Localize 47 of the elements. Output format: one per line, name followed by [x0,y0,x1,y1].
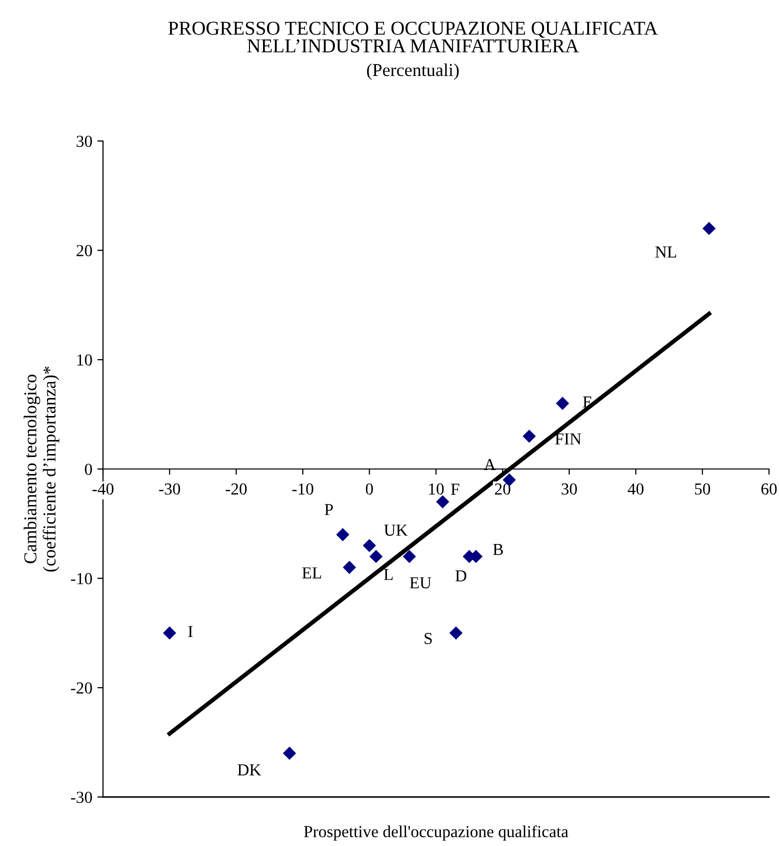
x-tick-label: 40 [628,483,644,495]
x-tick-label: 60 [761,483,777,495]
y-tick-label: -20 [70,682,92,694]
chart-title: PROGRESSO TECNICO E OCCUPAZIONE QUALIFICATA NELL’INDUSTRIA MANIFATTURIERA [168,22,658,52]
point [336,528,350,542]
y-tick-label: -30 [70,792,92,803]
chart-subtitle: (Percentuali) [367,63,459,80]
point [402,550,416,564]
annotation: UK [384,524,408,536]
x-axis-title: Prospettive dell'occupazione qualificata [304,825,568,841]
annotation: FIN [555,433,582,444]
x-tick-label: -10 [292,483,314,495]
x-tick-label: -20 [226,483,247,495]
point [449,626,463,640]
x-tick-label: 20 [495,483,510,495]
point [522,430,536,443]
x-tick-label: -30 [159,483,180,495]
y-tick-label: 20 [76,245,92,256]
annotation: EL [302,567,322,578]
annotation: B [493,544,503,555]
y-tick-label: 0 [84,464,92,475]
annotation: EU [410,577,432,588]
annotation: DK [238,764,262,776]
annotation: NL [655,246,676,258]
y-axis-title: Cambiamento tecnologico (coefficiente d’importanza)* [24,366,60,572]
annotation: P [324,504,333,515]
annotation: I [188,626,193,638]
point [362,538,376,552]
annotation: S [424,632,432,644]
y-tick-label: 10 [77,354,92,366]
y-tick-label: 30 [76,136,92,147]
x-tick-label: 0 [366,483,373,495]
x-tick-label: -40 [92,483,114,495]
point [282,746,296,760]
annotation: F [451,484,460,495]
x-tick-label: 30 [562,483,577,495]
annotation: D [455,570,466,582]
x-tick-label: 10 [429,483,444,495]
point [369,550,383,564]
point [702,222,716,236]
point [342,560,356,574]
point [556,396,570,410]
annotation: L [384,569,393,580]
point [436,495,450,508]
point [163,626,176,640]
y-tick-label: -10 [70,573,92,584]
x-tick-label: 50 [695,483,710,495]
